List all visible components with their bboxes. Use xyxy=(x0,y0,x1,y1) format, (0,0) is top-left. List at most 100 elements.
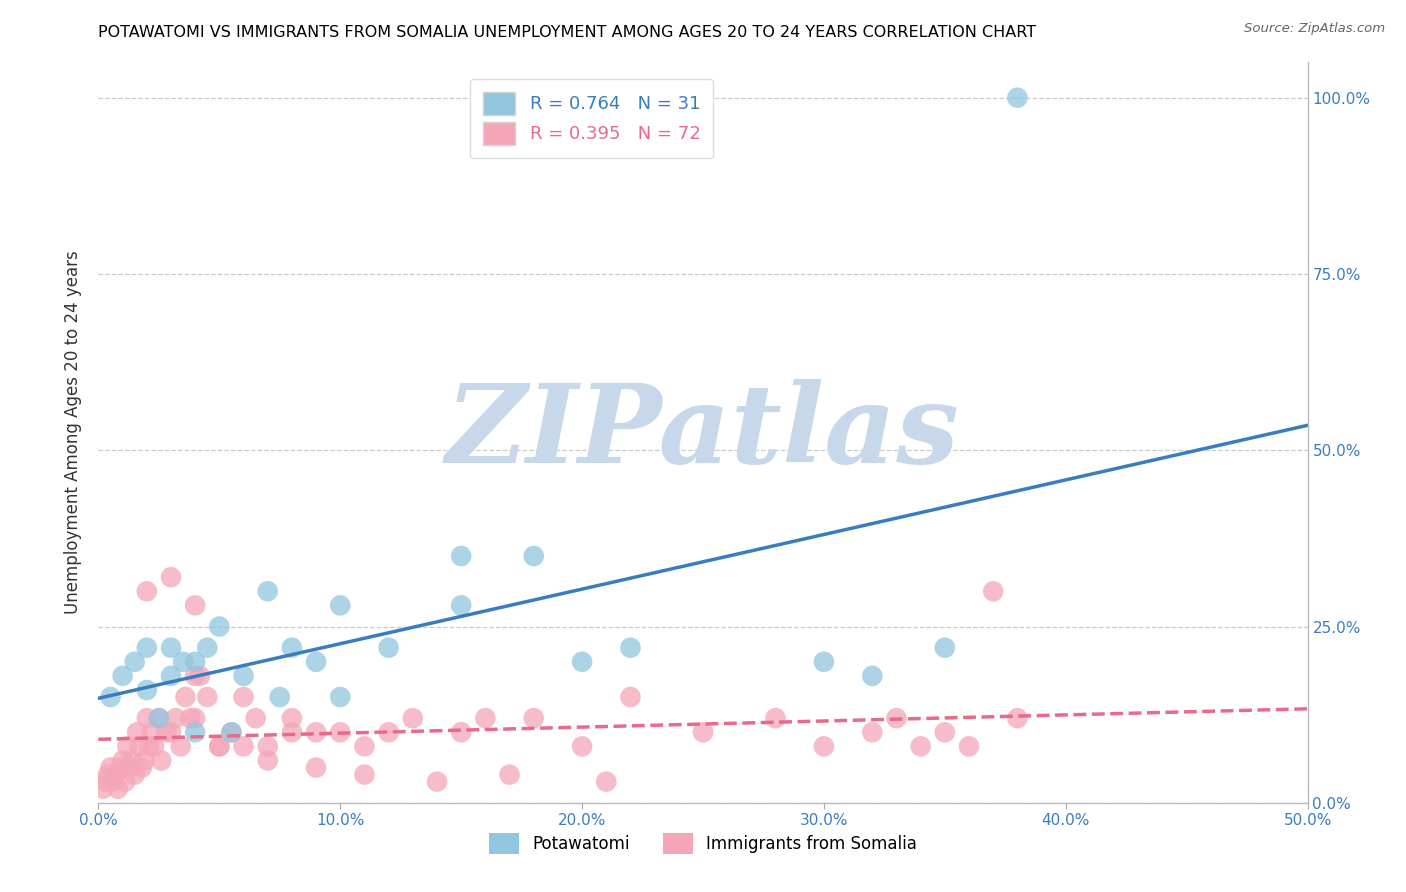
Point xyxy=(595,774,617,789)
Point xyxy=(221,725,243,739)
Point xyxy=(121,754,143,768)
Point xyxy=(450,725,472,739)
Point xyxy=(184,725,207,739)
Point xyxy=(1007,91,1029,105)
Point xyxy=(117,739,139,754)
Point xyxy=(172,655,194,669)
Point xyxy=(256,739,278,754)
Point xyxy=(188,669,211,683)
Point xyxy=(245,711,267,725)
Point xyxy=(269,690,291,704)
Point xyxy=(523,549,546,563)
Point xyxy=(256,584,278,599)
Point xyxy=(174,690,197,704)
Point xyxy=(498,767,520,781)
Point xyxy=(101,774,124,789)
Point xyxy=(221,725,243,739)
Point xyxy=(169,739,191,754)
Text: Source: ZipAtlas.com: Source: ZipAtlas.com xyxy=(1244,22,1385,36)
Point xyxy=(124,655,146,669)
Point xyxy=(305,725,328,739)
Point xyxy=(184,669,207,683)
Point xyxy=(94,774,117,789)
Point xyxy=(619,690,641,704)
Point xyxy=(571,739,593,754)
Point xyxy=(148,711,170,725)
Point xyxy=(135,640,157,655)
Point xyxy=(450,599,472,613)
Point xyxy=(329,690,352,704)
Point xyxy=(160,570,183,584)
Point xyxy=(135,584,157,599)
Point xyxy=(934,640,956,655)
Point xyxy=(886,711,908,725)
Point xyxy=(108,760,131,774)
Point xyxy=(450,549,472,563)
Point xyxy=(377,725,399,739)
Point xyxy=(104,767,127,781)
Point xyxy=(860,725,883,739)
Point xyxy=(813,739,835,754)
Point xyxy=(148,711,170,725)
Point xyxy=(305,655,328,669)
Point xyxy=(131,760,153,774)
Point xyxy=(195,690,218,704)
Point xyxy=(97,767,120,781)
Point xyxy=(195,640,218,655)
Point xyxy=(934,725,956,739)
Point xyxy=(860,669,883,683)
Point xyxy=(256,754,278,768)
Point xyxy=(523,711,546,725)
Point xyxy=(160,669,183,683)
Point xyxy=(128,739,150,754)
Point xyxy=(141,725,163,739)
Point xyxy=(692,725,714,739)
Point xyxy=(281,711,304,725)
Point xyxy=(91,781,114,796)
Point xyxy=(165,711,187,725)
Point xyxy=(619,640,641,655)
Point xyxy=(134,754,156,768)
Point xyxy=(232,669,254,683)
Point xyxy=(208,619,231,633)
Point xyxy=(179,711,201,725)
Legend: Potawatomi, Immigrants from Somalia: Potawatomi, Immigrants from Somalia xyxy=(482,826,924,861)
Point xyxy=(208,739,231,754)
Point xyxy=(135,683,157,698)
Point xyxy=(329,725,352,739)
Point xyxy=(184,599,207,613)
Point xyxy=(474,711,496,725)
Point xyxy=(377,640,399,655)
Point xyxy=(957,739,980,754)
Point xyxy=(281,640,304,655)
Point xyxy=(353,767,375,781)
Point xyxy=(114,774,136,789)
Point xyxy=(111,754,134,768)
Point xyxy=(305,760,328,774)
Point xyxy=(160,640,183,655)
Point xyxy=(329,599,352,613)
Point xyxy=(127,725,149,739)
Point xyxy=(155,725,177,739)
Point xyxy=(765,711,787,725)
Point xyxy=(111,669,134,683)
Point xyxy=(100,690,122,704)
Point xyxy=(184,655,207,669)
Point xyxy=(981,584,1004,599)
Point xyxy=(232,739,254,754)
Point xyxy=(571,655,593,669)
Point xyxy=(118,760,141,774)
Point xyxy=(138,739,160,754)
Point xyxy=(208,739,231,754)
Y-axis label: Unemployment Among Ages 20 to 24 years: Unemployment Among Ages 20 to 24 years xyxy=(63,251,82,615)
Point xyxy=(1007,711,1029,725)
Point xyxy=(150,754,173,768)
Point xyxy=(124,767,146,781)
Point xyxy=(160,725,183,739)
Point xyxy=(143,739,166,754)
Point xyxy=(184,711,207,725)
Point xyxy=(402,711,425,725)
Point xyxy=(135,711,157,725)
Point xyxy=(281,725,304,739)
Point xyxy=(100,760,122,774)
